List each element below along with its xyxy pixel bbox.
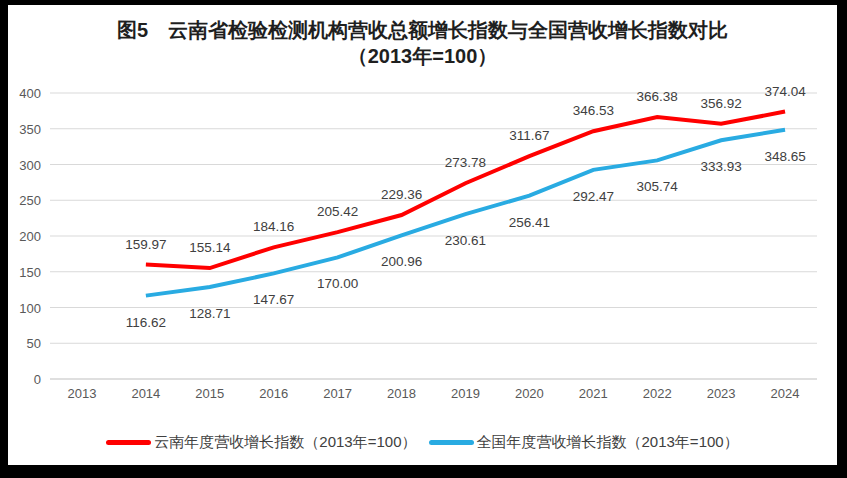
- legend-label-yunnan: 云南年度营收增长指数（2013年=100）: [154, 433, 416, 452]
- data-label: 155.14: [189, 240, 231, 255]
- y-tick-label: 200: [19, 229, 41, 244]
- x-tick-label: 2021: [579, 386, 608, 401]
- x-tick-label: 2013: [67, 386, 96, 401]
- data-label: 333.93: [700, 159, 741, 174]
- x-tick-label: 2024: [771, 386, 800, 401]
- y-tick-label: 400: [19, 86, 41, 101]
- data-label: 305.74: [637, 179, 679, 194]
- x-tick-label: 2014: [131, 386, 160, 401]
- y-tick-label: 50: [27, 336, 41, 351]
- data-label: 147.67: [253, 292, 294, 307]
- data-label: 229.36: [381, 187, 422, 202]
- legend: 云南年度营收增长指数（2013年=100） 全国年度营收增长指数（2013年=1…: [8, 433, 837, 452]
- data-label: 116.62: [126, 315, 166, 330]
- legend-item-national: 全国年度营收增长指数（2013年=100）: [429, 433, 739, 452]
- data-label: 292.47: [573, 189, 614, 204]
- data-label: 128.71: [189, 306, 230, 321]
- y-tick-label: 150: [19, 265, 41, 280]
- data-label: 346.53: [573, 103, 614, 118]
- x-tick-label: 2015: [195, 386, 224, 401]
- x-tick-label: 2018: [387, 386, 416, 401]
- x-tick-label: 2019: [451, 386, 480, 401]
- data-label: 356.92: [700, 96, 741, 111]
- national-line-marker-icon: [429, 440, 474, 445]
- y-tick-label: 100: [19, 301, 41, 316]
- data-label: 348.65: [764, 149, 805, 164]
- x-tick-label: 2020: [515, 386, 544, 401]
- data-label: 273.78: [445, 155, 486, 170]
- y-tick-label: 300: [19, 158, 41, 173]
- data-label: 366.38: [637, 89, 678, 104]
- data-label: 205.42: [317, 204, 358, 219]
- yunnan-line-marker-icon: [106, 440, 151, 445]
- legend-item-yunnan: 云南年度营收增长指数（2013年=100）: [106, 433, 416, 452]
- line-chart-plot: 0 50 100 150 200 250 300 350 400 2013 2014 2015 2016…: [8, 5, 837, 465]
- y-tick-label: 0: [34, 372, 41, 387]
- x-tick-label: 2017: [323, 386, 352, 401]
- x-tick-label: 2022: [643, 386, 672, 401]
- chart-canvas-area: 图5 云南省检验检测机构营收总额增长指数与全国营收增长指数对比 （2013年=1…: [8, 5, 837, 465]
- data-label: 230.61: [445, 233, 486, 248]
- data-label: 200.96: [381, 254, 422, 269]
- data-label: 256.41: [509, 215, 550, 230]
- x-tick-label: 2023: [707, 386, 736, 401]
- data-label: 374.04: [764, 84, 806, 99]
- data-label: 159.97: [125, 237, 166, 252]
- y-tick-label: 350: [19, 122, 41, 137]
- data-label: 184.16: [253, 219, 294, 234]
- data-label: 311.67: [509, 128, 549, 143]
- y-tick-label: 250: [19, 193, 41, 208]
- chart-figure-frame: 图5 云南省检验检测机构营收总额增长指数与全国营收增长指数对比 （2013年=1…: [0, 0, 847, 478]
- data-label: 170.00: [317, 276, 358, 291]
- legend-label-national: 全国年度营收增长指数（2013年=100）: [477, 433, 739, 452]
- x-tick-label: 2016: [259, 386, 288, 401]
